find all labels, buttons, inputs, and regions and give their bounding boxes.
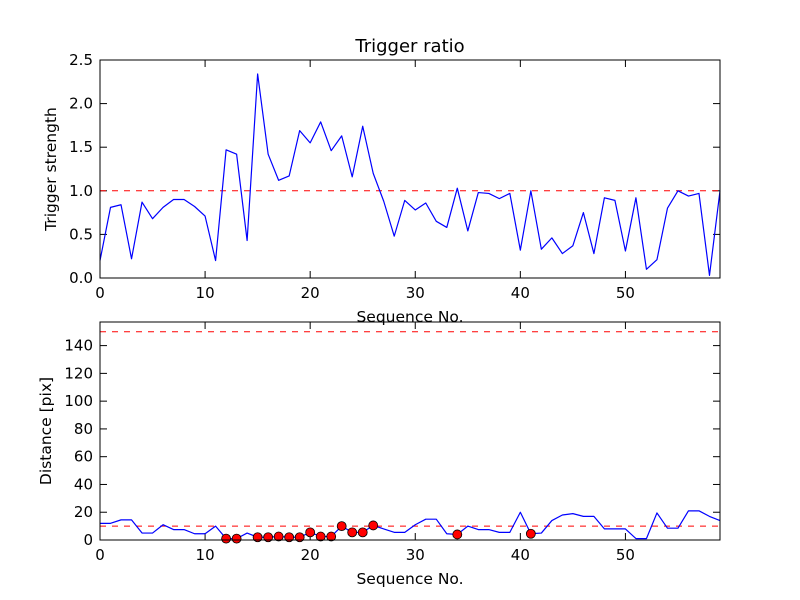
top-y-axis-label: Trigger strength	[42, 107, 60, 232]
data-point-marker	[336, 521, 347, 532]
bottom-x-axis-label: Sequence No.	[356, 570, 463, 588]
x-tick-label: 20	[301, 284, 320, 302]
data-point-marker	[525, 528, 536, 539]
data-point-marker	[221, 533, 232, 544]
y-tick-label: 2.0	[69, 95, 93, 113]
bottom-plot-ticks: 0 10 20 30 40 50 0 20 40 60 80 100 120 140	[64, 322, 720, 564]
top-plot-lines	[99, 73, 721, 276]
y-tick-label: 0.0	[69, 269, 93, 287]
x-tick-label: 0	[95, 284, 105, 302]
data-point-marker	[294, 532, 305, 543]
y-tick-label: 140	[64, 337, 93, 355]
x-tick-label: 20	[301, 546, 320, 564]
chart-title: Trigger ratio	[354, 36, 464, 57]
distance-plot: 0 10 20 30 40 50 0 20 40 60 80 100 120 140 Sequence N…	[37, 321, 721, 588]
data-point-marker	[305, 527, 316, 538]
bottom-plot-lines	[100, 331, 721, 544]
data-point-marker	[368, 520, 379, 531]
data-point-marker	[315, 531, 326, 542]
trigger-ratio-plot: Trigger ratio 0 10 20 30 40 50 0.0 0.5 1.0 1.5 2.0…	[42, 36, 721, 326]
y-tick-label: 0.5	[69, 225, 93, 243]
y-tick-label: 1.0	[69, 182, 93, 200]
y-tick-label: 100	[64, 392, 93, 410]
x-tick-label: 50	[616, 546, 635, 564]
y-tick-label: 2.5	[69, 51, 93, 69]
x-tick-label: 10	[196, 546, 215, 564]
y-tick-label: 40	[74, 475, 93, 493]
data-point-marker	[347, 527, 358, 538]
x-tick-label: 0	[95, 546, 105, 564]
data-point-marker	[452, 529, 463, 540]
data-point-marker	[252, 532, 263, 543]
x-tick-label: 10	[196, 284, 215, 302]
x-tick-label: 30	[406, 546, 425, 564]
y-tick-label: 120	[64, 364, 93, 382]
data-point-marker	[273, 531, 284, 542]
x-tick-label: 40	[511, 284, 530, 302]
x-tick-label: 50	[616, 284, 635, 302]
y-tick-label: 60	[74, 448, 93, 466]
data-point-marker	[326, 531, 337, 542]
y-tick-label: 0	[83, 531, 93, 549]
data-point-marker	[263, 532, 274, 543]
y-tick-label: 1.5	[69, 138, 93, 156]
bottom-y-axis-label: Distance [pix]	[37, 377, 55, 485]
y-tick-label: 80	[74, 420, 93, 438]
x-tick-label: 40	[511, 546, 530, 564]
top-plot-frame	[99, 59, 721, 279]
y-tick-label: 20	[74, 503, 93, 521]
data-point-marker	[284, 532, 295, 543]
data-point-marker	[231, 533, 242, 544]
top-x-axis-label: Sequence No.	[356, 308, 463, 326]
series-line	[99, 73, 721, 276]
bottom-plot-frame	[99, 321, 721, 541]
x-tick-label: 30	[406, 284, 425, 302]
data-point-marker	[357, 527, 368, 538]
series-line	[100, 510, 721, 540]
